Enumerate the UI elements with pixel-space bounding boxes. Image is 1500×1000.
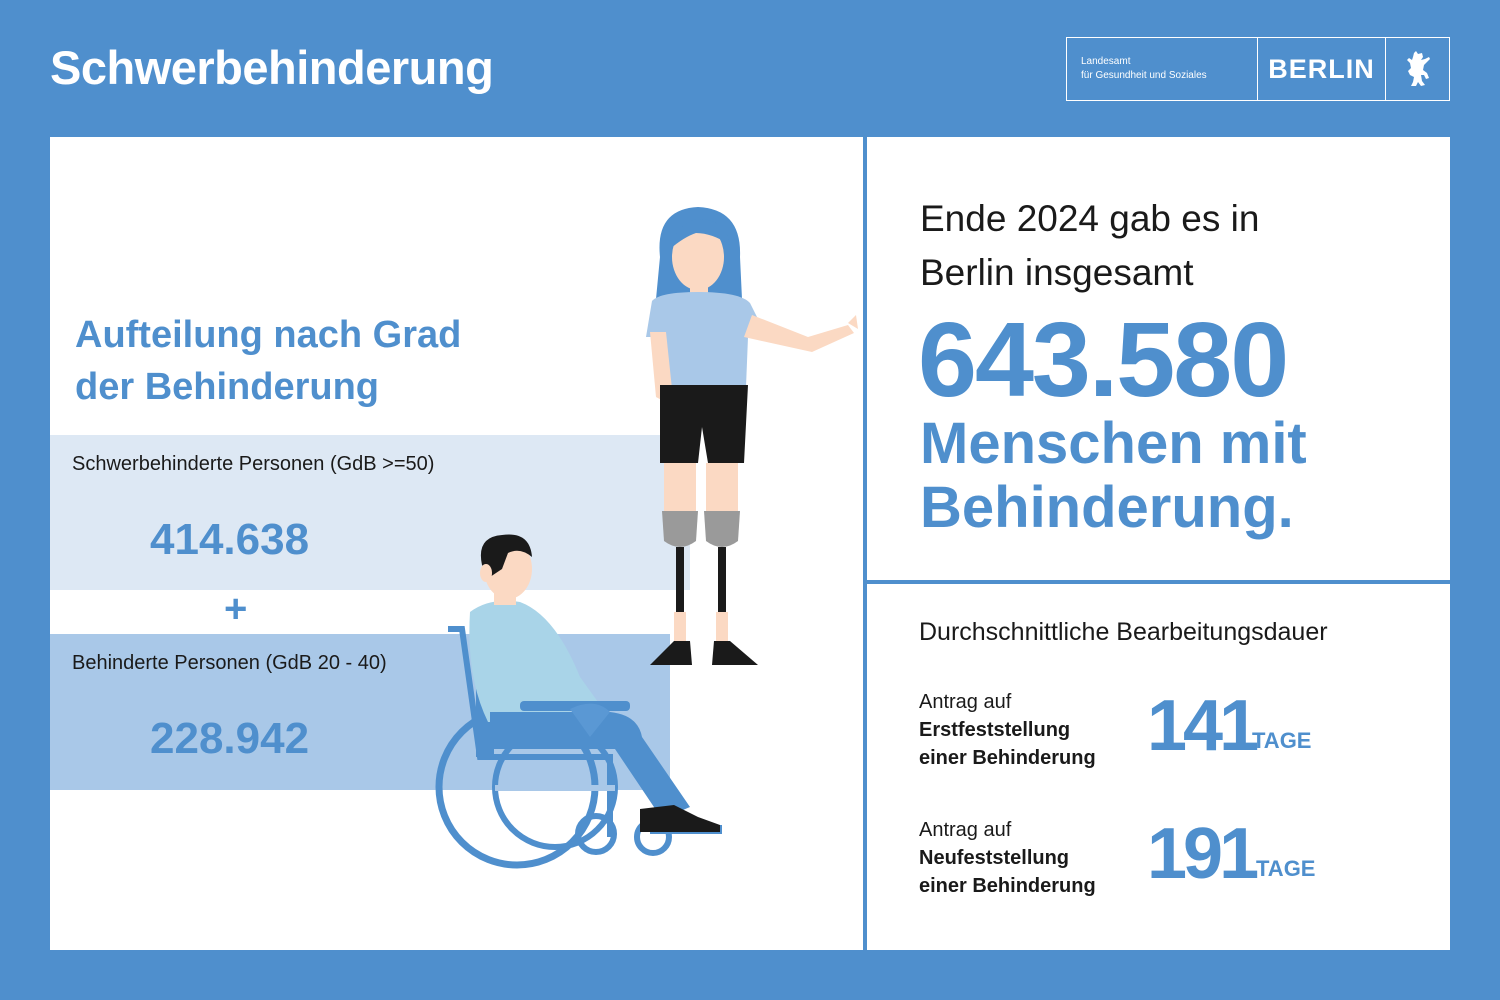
breakdown-panel: Aufteilung nach Grad der Behinderung Sch… xyxy=(50,137,863,950)
processing-duration-panel: Durchschnittliche Bearbeitungsdauer Antr… xyxy=(867,584,1450,950)
total-count: 643.580 xyxy=(918,301,1289,419)
plus-sign: + xyxy=(224,587,248,631)
duration-label: Antrag auf Neufeststellung einer Behinde… xyxy=(919,819,1096,897)
severe-disability-band: Schwerbehinderte Personen (GdB >=50) 414… xyxy=(50,435,690,590)
duration-unit: TAGE xyxy=(1252,728,1312,753)
summary-panel: Ende 2024 gab es in Berlin insgesamt 643… xyxy=(867,137,1450,580)
lageso-berlin-logo: Landesamt für Gesundheit und Soziales BE… xyxy=(1066,37,1450,101)
duration-label: Antrag auf Erstfeststellung einer Behind… xyxy=(919,691,1096,769)
summary-intro: Ende 2024 gab es in Berlin insgesamt xyxy=(920,198,1260,293)
logo-org-line2: für Gesundheit und Soziales xyxy=(1081,70,1207,81)
total-label: Menschen mit Behinderung. xyxy=(920,411,1307,540)
woman-prosthetic-illustration xyxy=(646,207,858,665)
duration-reassessment-application: Antrag auf Neufeststellung einer Behinde… xyxy=(919,814,1419,906)
logo-city-name: BERLIN xyxy=(1258,38,1386,100)
duration-unit: TAGE xyxy=(1256,856,1316,881)
logo-org-line1: Landesamt xyxy=(1081,56,1131,67)
berlin-bear-icon xyxy=(1386,38,1449,100)
severe-disability-label: Schwerbehinderte Personen (GdB >=50) xyxy=(72,453,435,475)
duration-days: 141 xyxy=(1147,686,1259,766)
page-title: Schwerbehinderung xyxy=(50,41,494,94)
people-illustration xyxy=(435,207,858,869)
duration-title: Durchschnittliche Bearbeitungsdauer xyxy=(919,618,1328,646)
logo-org-name: Landesamt für Gesundheit und Soziales xyxy=(1067,38,1258,100)
disability-label: Behinderte Personen (GdB 20 - 40) xyxy=(72,652,387,674)
breakdown-heading: Aufteilung nach Grad der Behinderung xyxy=(75,314,462,408)
duration-days: 191 xyxy=(1147,814,1259,894)
severe-disability-count: 414.638 xyxy=(150,515,310,564)
duration-initial-application: Antrag auf Erstfeststellung einer Behind… xyxy=(919,686,1419,778)
disability-count: 228.942 xyxy=(150,714,310,763)
wheelchair-user-illustration xyxy=(435,534,722,869)
